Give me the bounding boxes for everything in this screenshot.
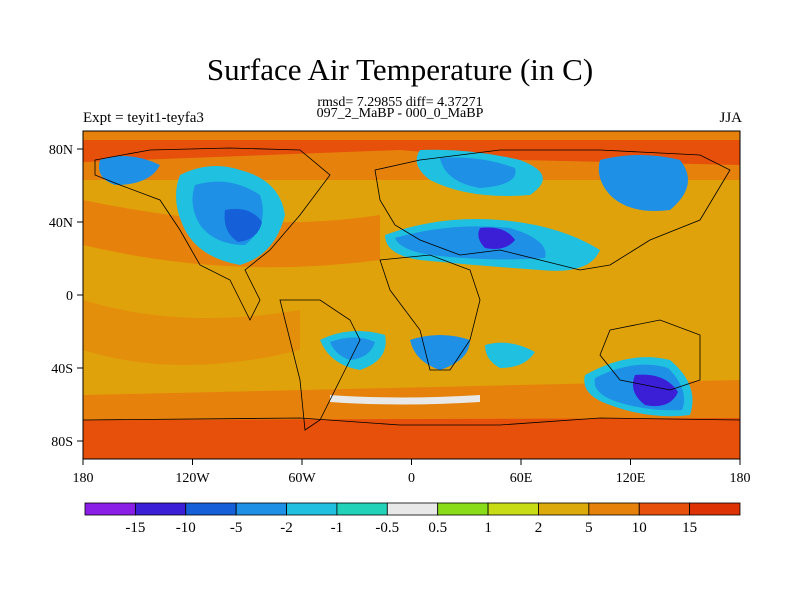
x-tick-label: 60W	[288, 471, 316, 486]
africa-cold	[410, 335, 470, 370]
y-tick-labels: 80N 40N 0 40S 80S	[49, 143, 73, 450]
neutral-band	[330, 395, 480, 405]
y-tick-label: 80N	[49, 143, 73, 158]
y-tick-label: 40S	[51, 362, 73, 377]
colorbar-label: 15	[682, 520, 697, 536]
indian-cold	[485, 342, 535, 368]
map-field	[83, 131, 740, 459]
alaska-cold	[99, 156, 160, 185]
colorbar-label: -0.5	[375, 520, 399, 536]
x-tick-label: 60E	[510, 471, 533, 486]
colorbar-label: 10	[632, 520, 647, 536]
colorbar-swatch	[437, 502, 489, 516]
colorbar-label: -10	[176, 520, 196, 536]
siberia-cold	[598, 155, 688, 211]
comparison-label: 097_2_MaBP - 000_0_MaBP	[316, 106, 484, 121]
colorbar-label: -15	[125, 520, 145, 536]
x-tick-label: 180	[73, 471, 94, 486]
x-tick-label: 180	[730, 471, 751, 486]
antarctic-hot	[83, 418, 740, 459]
eurasia-arctic-cold	[440, 157, 516, 188]
colorbar-swatch	[588, 502, 640, 516]
colorbar-label: 5	[585, 520, 593, 536]
colorbar-swatch	[185, 502, 237, 516]
colorbar-swatch	[689, 502, 741, 516]
colorbar-swatch	[134, 502, 187, 516]
colorbar-label: 2	[535, 520, 543, 536]
continent-outlines	[83, 147, 740, 431]
colorbar-swatches	[84, 502, 741, 516]
colorbar-swatch	[386, 502, 439, 516]
colorbar-label: 1	[484, 520, 492, 536]
x-tick-label: 120E	[616, 471, 646, 486]
stats-line: rmsd= 7.29855 diff= 4.37271	[317, 95, 483, 110]
colorbar-swatch	[538, 502, 590, 516]
colorbar-label: 0.5	[428, 520, 447, 536]
y-tick-label: 0	[66, 289, 73, 304]
colorbar-label: -2	[280, 520, 293, 536]
colorbar-swatch	[235, 502, 287, 516]
chart-title: Surface Air Temperature (in C)	[206, 52, 594, 87]
colorbar-labels: -15 -10 -5 -2 -1 -0.5 0.5 1 2 5 10 15	[125, 520, 697, 536]
arctic-hot-band	[83, 140, 740, 165]
y-tick-label: 40N	[49, 216, 73, 231]
y-tick-label: 80S	[51, 435, 73, 450]
x-tick-label: 0	[408, 471, 415, 486]
season-label: JJA	[719, 110, 742, 126]
namerica-colder	[224, 208, 262, 242]
australia-coldest	[632, 374, 678, 407]
colorbar-swatch	[487, 502, 539, 516]
eurasia-coldest	[478, 227, 515, 249]
tick-marks	[77, 148, 741, 465]
x-tick-label: 120W	[175, 471, 210, 486]
colorbar-swatch	[638, 502, 691, 516]
spacific-warm	[83, 300, 300, 365]
colorbar-swatch	[84, 502, 136, 516]
x-tick-labels: 180 120W 60W 0 60E 120E 180	[73, 471, 751, 486]
samerica-cold	[330, 337, 375, 360]
colorbar-swatch	[286, 502, 338, 516]
colorbar-swatch	[336, 502, 388, 516]
colorbar-label: -1	[331, 520, 344, 536]
experiment-label: Expt = teyit1-teyfa3	[83, 110, 204, 126]
colorbar-label: -5	[230, 520, 243, 536]
